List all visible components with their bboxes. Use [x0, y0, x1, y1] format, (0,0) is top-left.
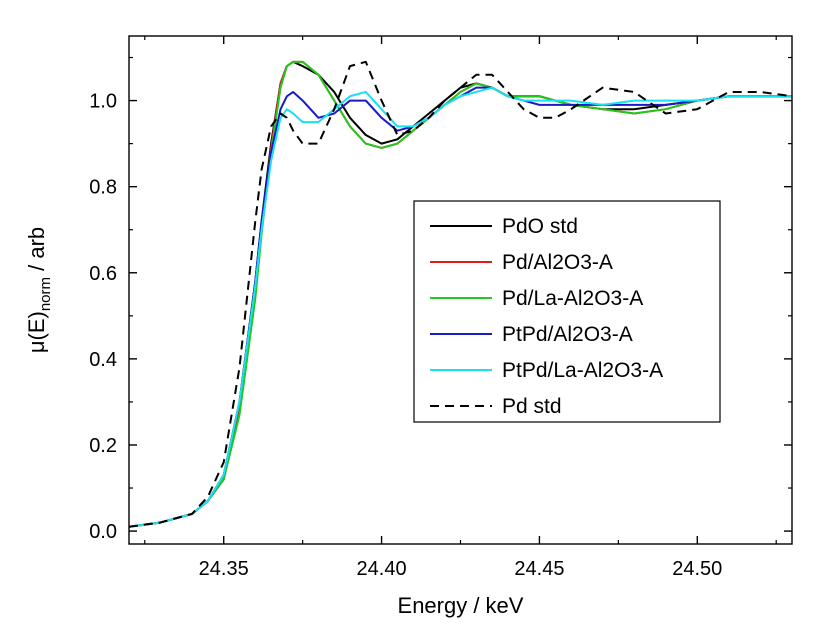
x-axis-ticks: 24.35 24.40 24.45 24.50 [144, 36, 777, 580]
x-tick-label: 24.35 [199, 558, 249, 580]
y-tick-label: 1.0 [89, 91, 117, 113]
legend-label-1: PdO std [502, 215, 578, 238]
y-tick-label: 0.6 [89, 263, 117, 285]
y-tick-label: 0.0 [89, 521, 117, 543]
y-tick-label: 0.8 [89, 177, 117, 199]
series-line-3 [129, 60, 792, 528]
x-tick-label: 24.40 [357, 558, 407, 580]
series-line-5 [129, 86, 792, 528]
legend-label-3: Pd/La-Al2O3-A [502, 287, 643, 310]
y-axis-title-suffix: / arb [24, 227, 49, 277]
y-tick-label: 0.2 [89, 435, 117, 457]
y-axis-title-base: μ(E) [24, 311, 49, 353]
y-axis-title-sub: norm [37, 277, 54, 311]
legend-label-2: Pd/Al2O3-A [502, 251, 613, 274]
x-axis-title: Energy / keV [398, 593, 524, 618]
series-line-6 [129, 60, 792, 528]
legend-label-5: PtPd/La-Al2O3-A [502, 359, 663, 382]
y-tick-label: 0.4 [89, 349, 117, 371]
y-axis-title: μ(E)norm / arb [24, 227, 54, 353]
legend-label-6: Pd std [502, 395, 562, 418]
legend-box [413, 200, 721, 423]
series-layer [129, 60, 792, 528]
x-tick-label: 24.45 [514, 558, 564, 580]
x-tick-label: 24.50 [672, 558, 722, 580]
legend-label-4: PtPd/Al2O3-A [502, 323, 633, 346]
legend: PdO std Pd/Al2O3-A Pd/La-Al2O3-A PtPd/Al2O3… [413, 200, 721, 423]
y-axis-ticks: 0.0 0.2 0.4 0.6 0.8 1.0 [89, 56, 792, 543]
